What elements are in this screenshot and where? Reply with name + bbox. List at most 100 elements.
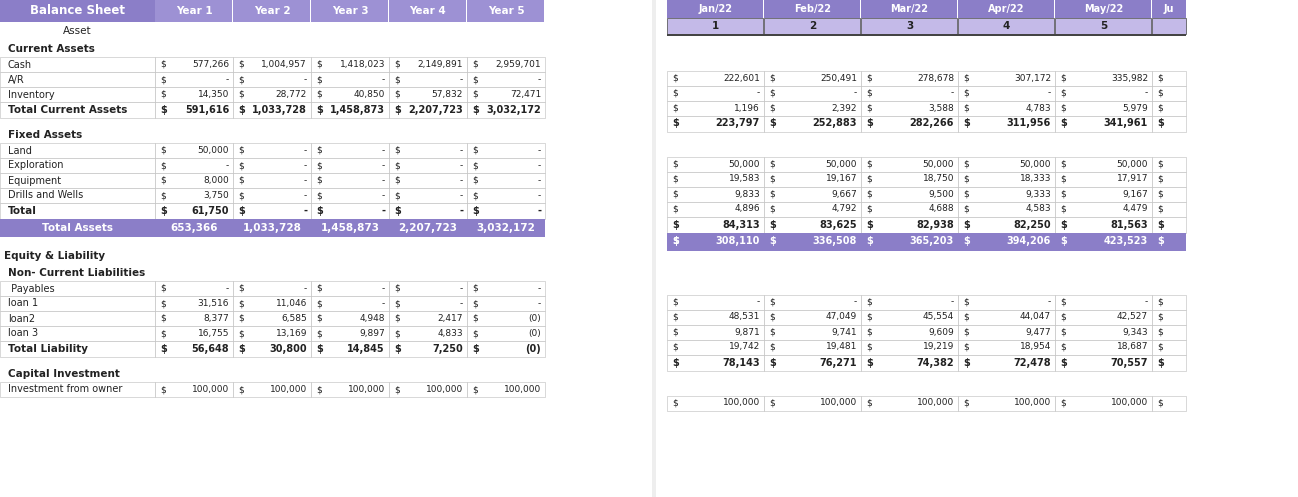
Bar [958, 115, 1055, 132]
Text: -: - [382, 191, 386, 200]
Bar [154, 72, 234, 87]
Text: $: $ [238, 344, 245, 354]
Text: 11,046: 11,046 [275, 299, 308, 308]
Bar [234, 203, 312, 219]
Bar [312, 0, 388, 22]
Text: 3,032,172: 3,032,172 [476, 223, 536, 233]
Text: 56,648: 56,648 [191, 344, 228, 354]
Text: $: $ [672, 298, 678, 307]
Text: 1,033,728: 1,033,728 [252, 105, 308, 115]
Bar [1153, 0, 1186, 18]
Text: $: $ [395, 191, 400, 200]
Text: $: $ [1157, 342, 1163, 351]
Text: $: $ [1157, 298, 1163, 307]
Bar [234, 326, 312, 341]
Bar [389, 341, 467, 357]
Text: -: - [304, 146, 308, 155]
Bar [467, 87, 545, 102]
Bar [1153, 396, 1186, 411]
Text: 19,583: 19,583 [728, 174, 761, 183]
Bar [234, 311, 312, 326]
Bar [389, 57, 467, 72]
Text: $: $ [315, 385, 322, 394]
Bar [0, 219, 545, 237]
Text: 8,000: 8,000 [204, 176, 228, 185]
Text: 72,478: 72,478 [1014, 357, 1051, 367]
Bar [1055, 18, 1151, 34]
Text: $: $ [672, 174, 678, 183]
Bar [312, 158, 389, 173]
Text: $: $ [238, 60, 244, 69]
Bar [958, 339, 1055, 354]
Bar [312, 296, 389, 311]
Text: $: $ [672, 313, 678, 322]
Text: $: $ [1157, 118, 1164, 129]
Bar [154, 102, 234, 118]
Text: 423,523: 423,523 [1103, 237, 1147, 247]
Bar [467, 296, 545, 311]
Text: 1,196: 1,196 [735, 103, 761, 112]
Text: $: $ [1060, 174, 1066, 183]
Bar [1153, 171, 1186, 186]
Text: $: $ [1060, 88, 1066, 97]
Bar [958, 18, 1054, 34]
Text: Non- Current Liabilities: Non- Current Liabilities [8, 268, 145, 278]
Bar [667, 354, 765, 370]
Text: 9,897: 9,897 [360, 329, 386, 338]
Bar [765, 71, 861, 85]
Text: -: - [1047, 298, 1051, 307]
Text: $: $ [472, 60, 478, 69]
Text: $: $ [672, 357, 679, 367]
Bar [861, 157, 958, 171]
Text: -: - [304, 191, 308, 200]
Text: 307,172: 307,172 [1014, 74, 1051, 83]
Text: Year 5: Year 5 [488, 6, 524, 16]
Text: 5,979: 5,979 [1123, 103, 1147, 112]
Bar [312, 57, 389, 72]
Text: $: $ [315, 90, 322, 99]
Text: $: $ [315, 329, 322, 338]
Bar [312, 87, 389, 102]
Bar [0, 296, 154, 311]
Text: 4,792: 4,792 [832, 204, 857, 214]
Text: $: $ [672, 118, 679, 129]
Text: 8,377: 8,377 [204, 314, 228, 323]
Text: -: - [382, 146, 386, 155]
Text: 18,687: 18,687 [1116, 342, 1147, 351]
Bar [667, 233, 1186, 250]
Bar [861, 100, 958, 115]
Text: -: - [382, 284, 386, 293]
Text: 336,508: 336,508 [813, 237, 857, 247]
Text: $: $ [1060, 189, 1066, 198]
Bar [234, 173, 312, 188]
Bar [467, 72, 545, 87]
Text: 250,491: 250,491 [820, 74, 857, 83]
Bar [0, 143, 154, 158]
Text: Capital Investment: Capital Investment [8, 369, 119, 379]
Bar [765, 85, 861, 100]
Text: 76,271: 76,271 [819, 357, 857, 367]
Text: $: $ [1060, 118, 1067, 129]
Text: 7,250: 7,250 [432, 344, 463, 354]
Bar [958, 0, 1054, 18]
Bar [389, 0, 466, 22]
Text: $: $ [315, 299, 322, 308]
Text: -: - [304, 75, 308, 84]
Text: -: - [1145, 88, 1147, 97]
Text: 100,000: 100,000 [192, 385, 228, 394]
Text: -: - [854, 298, 857, 307]
Text: 100,000: 100,000 [1111, 399, 1147, 408]
Text: 50,000: 50,000 [728, 160, 761, 168]
Text: $: $ [672, 237, 679, 247]
Text: 4,896: 4,896 [735, 204, 761, 214]
Text: $: $ [866, 220, 872, 230]
Text: $: $ [160, 344, 166, 354]
Bar [667, 217, 765, 233]
Text: Ju: Ju [1164, 4, 1175, 14]
Text: 308,110: 308,110 [715, 237, 761, 247]
Text: $: $ [1060, 74, 1066, 83]
Bar [234, 0, 310, 22]
Text: $: $ [472, 206, 479, 216]
Text: -: - [1145, 298, 1147, 307]
Bar [234, 102, 312, 118]
